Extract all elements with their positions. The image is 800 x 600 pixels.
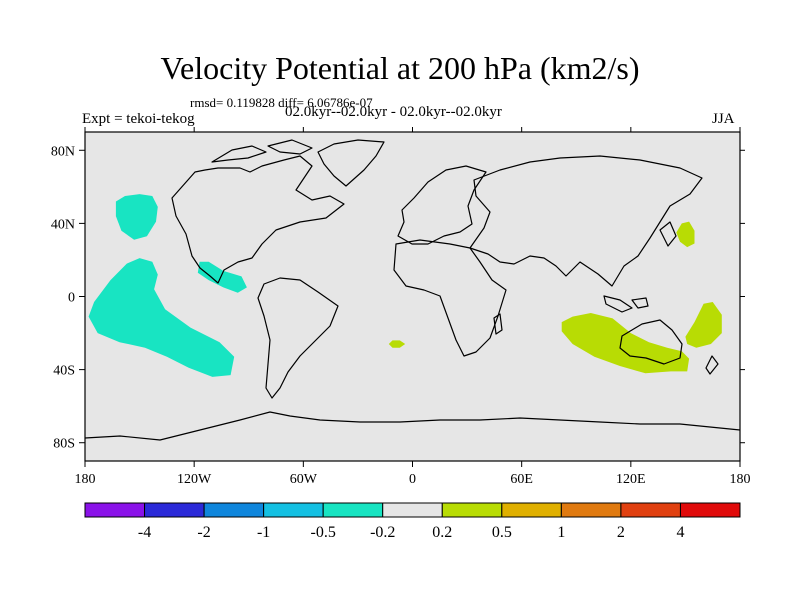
coast-asia: [469, 155, 703, 287]
coast-australia: [619, 319, 683, 365]
x-tick-label: 180: [75, 472, 96, 487]
region-sw-pacific: [685, 302, 722, 348]
region-nw-pacific: [676, 221, 695, 248]
colorbar-box: [203, 502, 265, 518]
coast-africa: [393, 239, 507, 357]
colorbar-box: [382, 502, 443, 518]
region-ne-pacific: [115, 194, 158, 240]
region-eastern-tropical-pacific: [197, 261, 247, 293]
colorbar-box: [84, 502, 146, 518]
experiment-label: Expt = tekoi-tekog: [82, 111, 195, 127]
colorbar-box: [144, 502, 205, 518]
colorbar-label: 0.2: [432, 524, 452, 541]
y-tick-label: 40S: [53, 364, 75, 379]
colorbar-box: [679, 502, 741, 518]
coast-japan: [659, 221, 677, 247]
period-label: 02.0kyr--02.0kyr - 02.0kyr--02.0kyr: [285, 104, 502, 120]
coast-arctic-islands: [211, 139, 313, 163]
colorbar-box: [322, 502, 384, 518]
colorbar-label: -0.2: [370, 524, 395, 541]
x-tick-label: 60W: [290, 472, 318, 487]
y-tick-label: 40N: [51, 217, 75, 232]
stats-label: rmsd= 0.119828 diff= 6.06786e-07: [190, 95, 373, 110]
coast-north-america: [171, 155, 345, 284]
colorbar-box: [560, 502, 622, 518]
coastlines: [84, 139, 741, 441]
colorbar-box: [620, 502, 681, 518]
map-background: [85, 132, 740, 461]
x-tick-label: 120W: [177, 472, 212, 487]
coast-south-america: [257, 277, 339, 399]
colorbar-box: [501, 502, 562, 518]
colorbar-label: -4: [138, 524, 151, 541]
x-tick-label: 120E: [616, 472, 646, 487]
colorbar-label: -2: [197, 524, 210, 541]
season-label: JJA: [712, 111, 735, 127]
colorbar-label: -1: [257, 524, 270, 541]
coast-new-zealand: [705, 355, 719, 375]
x-tick-label: 0: [409, 472, 416, 487]
x-tick-label: 180: [730, 472, 751, 487]
axis-ticks: 180 120W 60W 0 60E 120E 180 80N 40N 0 40S 80S: [51, 127, 751, 487]
x-tick-label: 60E: [510, 472, 533, 487]
chart-title: Velocity Potential at 200 hPa (km2/s): [160, 50, 640, 86]
colorbar-box: [263, 502, 324, 518]
y-tick-label: 80N: [51, 144, 75, 159]
colorbar-box: [441, 502, 503, 518]
region-south-atlantic: [388, 340, 406, 348]
coast-europe: [397, 165, 487, 245]
colorbar-label: 0.5: [492, 524, 512, 541]
colorbar-label: 4: [676, 524, 684, 541]
coast-indonesia: [603, 295, 649, 313]
colorbar-label: 2: [617, 524, 625, 541]
colorbar-label: 1: [557, 524, 565, 541]
colorbar: -4 -2 -1 -0.5 -0.2 0.2 0.5 1 2 4: [84, 502, 741, 541]
coast-greenland: [317, 139, 385, 187]
y-tick-label: 0: [68, 291, 75, 306]
region-central-south-pacific: [88, 258, 235, 377]
region-indian-ocean-australia: [561, 313, 690, 374]
colorbar-label: -0.5: [311, 524, 336, 541]
coast-antarctica: [84, 411, 741, 441]
y-tick-label: 80S: [53, 437, 75, 452]
coast-madagascar: [493, 313, 503, 335]
contour-regions: [88, 194, 722, 377]
